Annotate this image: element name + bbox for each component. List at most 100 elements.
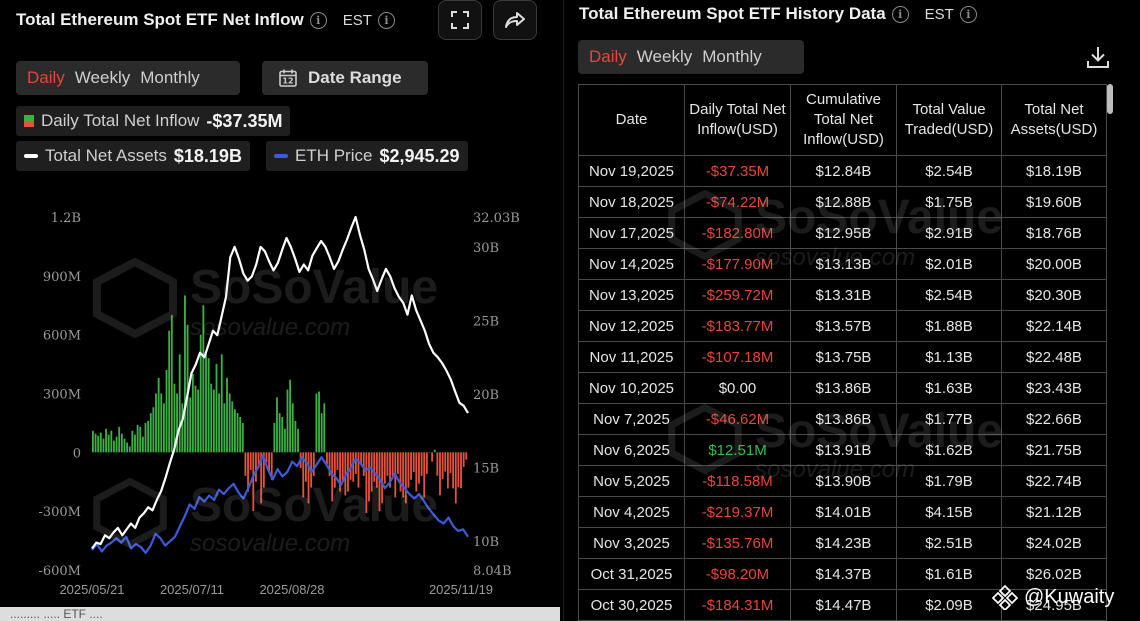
inflow-bar [357, 452, 360, 488]
tab-monthly[interactable]: Monthly [702, 47, 762, 66]
table-cell: $24.02B [1001, 527, 1107, 559]
inflow-bar [270, 452, 273, 480]
table-scrollbar[interactable] [1107, 84, 1113, 114]
inflow-bar [170, 315, 173, 453]
history-panel-title: Total Ethereum Spot ETF History Data i E… [579, 4, 977, 24]
info-icon[interactable]: i [309, 11, 327, 29]
table-cell: -$74.22M [684, 186, 791, 218]
share-icon [505, 12, 525, 28]
inflow-bar [465, 452, 468, 460]
table-cell: $14.47B [790, 589, 897, 621]
inflow-bar [336, 452, 339, 470]
inflow-bar [339, 452, 341, 492]
legend-total-net-assets[interactable]: Total Net Assets $18.19B [16, 141, 250, 171]
column-header-net-assets[interactable]: Total Net Assets(USD) [1001, 84, 1107, 156]
inflow-bar [315, 393, 318, 453]
table-cell: -$135.76M [684, 527, 791, 559]
inflow-bar [428, 452, 431, 453]
inflow-bar [210, 383, 213, 453]
column-header-date[interactable]: Date [578, 84, 685, 156]
history-table: Date Daily Total Net Inflow(USD) Cumulat… [578, 84, 1107, 621]
inflow-bar [362, 452, 365, 476]
timezone-info-icon[interactable]: i [377, 11, 395, 29]
inflow-chart[interactable]: 1.2B 900M 600M 300M 0 -300M -600M 32.03B 30B 25B 2… [0, 195, 560, 607]
table-row[interactable]: Oct 31,2025 -$98.20M $14.37B $1.61B $26.02B [578, 558, 1107, 590]
download-icon[interactable] [1085, 44, 1111, 70]
inflow-bar [197, 389, 199, 453]
timezone-label: EST [342, 11, 372, 29]
inflow-panel-title: Total Ethereum Spot ETF Net Inflow i EST… [16, 10, 395, 30]
inflow-bar [173, 383, 176, 453]
tab-daily[interactable]: Daily [27, 68, 65, 87]
inflow-bar [110, 430, 113, 453]
table-row[interactable]: Nov 13,2025 -$259.72M $13.31B $2.54B $20.30B [578, 279, 1107, 311]
table-row[interactable]: Nov 5,2025 -$118.58M $13.90B $1.79B $22.74B [578, 465, 1107, 497]
table-cell: -$37.35M [684, 155, 791, 187]
info-icon[interactable]: i [891, 5, 909, 23]
inflow-bar [404, 452, 407, 504]
inflow-bar [160, 393, 163, 453]
table-cell: $1.77B [896, 403, 1002, 435]
calendar-icon: 12 [279, 69, 297, 87]
table-row[interactable]: Nov 6,2025 $12.51M $13.91B $1.62B $21.75B [578, 434, 1107, 466]
table-row[interactable]: Nov 14,2025 -$177.90M $13.13B $2.01B $20.00B [578, 248, 1107, 280]
table-cell: $4.15B [896, 496, 1002, 528]
inflow-bar [402, 452, 405, 498]
date-range-button[interactable]: 12 Date Range [262, 61, 428, 95]
inflow-bar [107, 434, 110, 453]
table-cell: Nov 18,2025 [578, 186, 685, 218]
inflow-bar [373, 452, 376, 482]
inflow-bar [391, 452, 394, 476]
column-header-cumulative-inflow[interactable]: Cumulative Total Net Inflow(USD) [790, 84, 897, 156]
tab-weekly[interactable]: Weekly [74, 68, 131, 87]
inflow-bar [239, 417, 242, 453]
tab-monthly[interactable]: Monthly [140, 68, 200, 87]
legend-eth-price[interactable]: ETH Price $2,945.29 [266, 141, 468, 171]
kuwaity-logo-icon [992, 584, 1018, 610]
table-row[interactable]: Nov 10,2025 $0.00 $13.86B $1.63B $23.43B [578, 372, 1107, 404]
table-row[interactable]: Nov 19,2025 -$37.35M $12.84B $2.54B $18.19B [578, 155, 1107, 187]
table-row[interactable]: Oct 30,2025 -$184.31M $14.47B $2.09B $24.95B [578, 589, 1107, 621]
share-button[interactable] [493, 0, 537, 40]
inflow-bar [157, 377, 160, 453]
tab-weekly[interactable]: Weekly [636, 47, 693, 66]
inflow-bar [302, 452, 305, 498]
inflow-bar [260, 452, 263, 504]
right-axis-tick-label: 15B [473, 462, 499, 477]
inflow-bar [241, 422, 244, 453]
table-cell: -$182.80M [684, 217, 791, 249]
inflow-bar [178, 354, 181, 453]
column-header-value-traded[interactable]: Total Value Traded(USD) [896, 84, 1002, 156]
table-cell: $22.14B [1001, 310, 1107, 342]
table-cell: $26.02B [1001, 558, 1107, 590]
inflow-bar [105, 428, 107, 453]
table-cell: -$183.77M [684, 310, 791, 342]
inflow-bar [231, 401, 234, 453]
left-axis-tick-label: 900M [43, 270, 81, 285]
table-row[interactable]: Nov 18,2025 -$74.22M $12.88B $1.75B $19.60B [578, 186, 1107, 218]
tab-daily[interactable]: Daily [589, 47, 627, 66]
inflow-bar [194, 385, 197, 453]
right-axis-tick-label: 32.03B [473, 211, 520, 226]
table-cell: -$118.58M [684, 465, 791, 497]
fullscreen-button[interactable] [438, 0, 482, 40]
inflow-bar [399, 452, 402, 492]
inflow-bar [431, 452, 434, 462]
table-row[interactable]: Nov 4,2025 -$219.37M $14.01B $4.15B $21.12B [578, 496, 1107, 528]
history-table-container[interactable]: Date Daily Total Net Inflow(USD) Cumulat… [578, 84, 1108, 621]
table-row[interactable]: Nov 11,2025 -$107.18M $13.75B $1.13B $22.48B [578, 341, 1107, 373]
inflow-chart-panel: Total Ethereum Spot ETF Net Inflow i EST… [0, 0, 560, 621]
inflow-bar [165, 369, 168, 453]
inflow-bar [265, 452, 268, 463]
inflow-bar [249, 452, 252, 470]
table-row[interactable]: Nov 7,2025 -$46.62M $13.86B $1.77B $22.66B [578, 403, 1107, 435]
table-row[interactable]: Nov 17,2025 -$182.80M $12.95B $2.91B $18.76B [578, 217, 1107, 249]
inflow-bar [218, 393, 221, 453]
legend-daily-inflow[interactable]: Daily Total Net Inflow -$37.35M [16, 106, 291, 136]
left-axis-tick-label: -300M [38, 505, 81, 520]
timezone-info-icon[interactable]: i [959, 5, 977, 23]
table-row[interactable]: Nov 3,2025 -$135.76M $14.23B $2.51B $24.02B [578, 527, 1107, 559]
table-row[interactable]: Nov 12,2025 -$183.77M $13.57B $1.88B $22.14B [578, 310, 1107, 342]
column-header-daily-inflow[interactable]: Daily Total Net Inflow(USD) [684, 84, 791, 156]
inflow-value: -$37.35M [206, 110, 283, 131]
